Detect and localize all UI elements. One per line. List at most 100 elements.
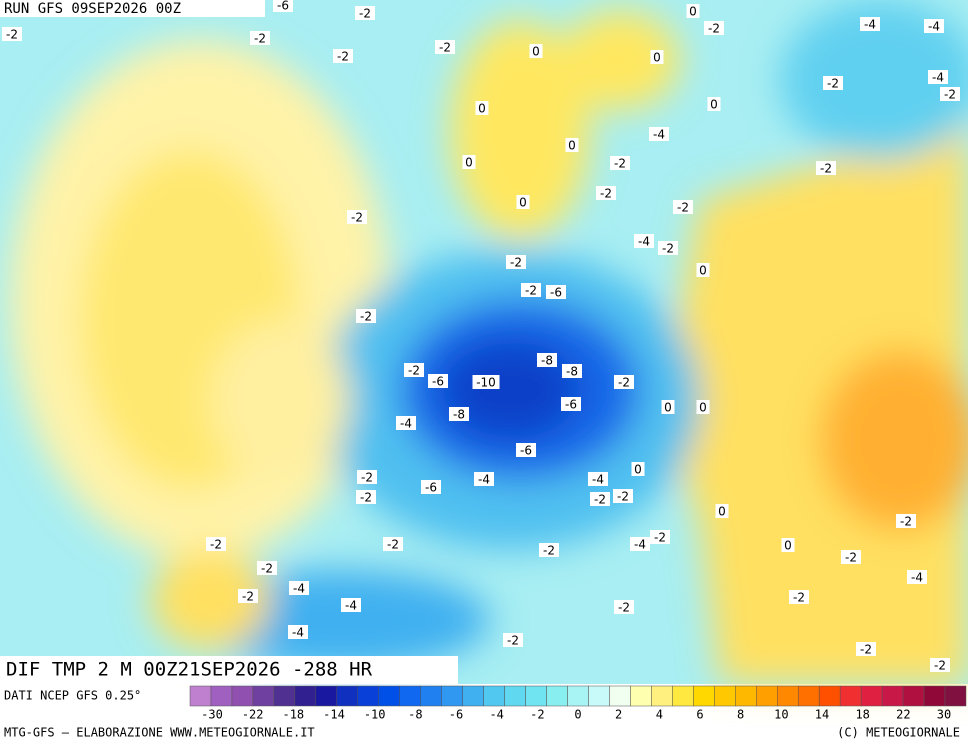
contour-label: -4 — [932, 71, 944, 85]
color-swatch — [672, 685, 694, 707]
contour-label: 0 — [634, 463, 642, 477]
colorbar-tick-label: 30 — [937, 708, 951, 722]
color-swatch — [776, 685, 799, 707]
color-swatch — [483, 685, 505, 707]
colorbar-tick-label: -18 — [282, 708, 304, 722]
color-swatch — [294, 685, 317, 707]
contour-label: -2 — [387, 538, 399, 552]
contour-label-bg — [474, 472, 494, 486]
colorbar-tick-label: 4 — [656, 708, 663, 722]
contour-label: -2 — [677, 201, 689, 215]
contour-label-bg — [661, 400, 675, 414]
contour-label-bg — [907, 570, 927, 584]
colorbar-tick-label: -6 — [449, 708, 463, 722]
contour-label: 0 — [519, 196, 527, 210]
contour-label-bg — [347, 210, 367, 224]
contour-label: -2 — [845, 551, 857, 565]
contour-label-bg — [357, 470, 377, 484]
contour-label-bg — [650, 50, 664, 64]
contour-label: -2 — [617, 490, 629, 504]
contour-label: -2 — [261, 562, 273, 576]
color-swatch — [231, 685, 254, 707]
color-swatch — [881, 685, 904, 707]
color-swatch — [210, 685, 233, 707]
contour-label: -2 — [827, 77, 839, 91]
contour-label: -4 — [292, 626, 304, 640]
contour-label: -2 — [618, 601, 630, 615]
run-title: RUN GFS 09SEP2026 00Z — [4, 1, 181, 17]
contour-label: 0 — [699, 401, 707, 415]
contour-label-bg — [546, 285, 566, 299]
contour-label: 0 — [710, 98, 718, 112]
contour-label: -4 — [653, 128, 665, 142]
color-swatch — [588, 685, 610, 707]
contour-label-bg — [704, 21, 724, 35]
contour-label-bg — [781, 538, 795, 552]
contour-label-bg — [588, 472, 608, 486]
contour-label: -2 — [6, 28, 18, 42]
contour-label: -4 — [928, 20, 940, 34]
contour-label-bg — [610, 156, 630, 170]
contour-label-bg — [896, 514, 916, 528]
contour-label: -6 — [432, 375, 444, 389]
contour-label-bg — [383, 537, 403, 551]
contour-label-bg — [333, 49, 353, 63]
contour-label: -6 — [425, 481, 437, 495]
contour-label: -2 — [543, 544, 555, 558]
contour-label: 0 — [653, 51, 661, 65]
contour-label: 0 — [718, 505, 726, 519]
contour-label: -2 — [860, 643, 872, 657]
contour-label: 0 — [465, 156, 473, 170]
contour-label-bg — [257, 561, 277, 575]
color-swatch — [525, 685, 547, 707]
color-swatch — [860, 685, 883, 707]
color-swatch — [714, 685, 736, 707]
contour-label-bg — [631, 462, 645, 476]
color-swatch — [651, 685, 673, 707]
colorbar-tick-label: -10 — [364, 708, 386, 722]
color-swatch — [189, 685, 212, 707]
color-swatch — [273, 685, 296, 707]
color-swatch — [609, 685, 631, 707]
contour-label-bg — [516, 195, 530, 209]
contour-label: -6 — [520, 444, 532, 458]
contour-label-bg — [462, 155, 476, 169]
contour-label: -4 — [345, 599, 357, 613]
contour-label-bg — [206, 537, 226, 551]
contour-label: -2 — [337, 50, 349, 64]
color-swatch — [567, 685, 589, 707]
contour-label: -6 — [565, 398, 577, 412]
contour-label-bg — [356, 309, 376, 323]
contour-label-bg — [561, 397, 581, 411]
colorbar-tick-label: 22 — [896, 708, 910, 722]
colorbar-tick-label: -14 — [323, 708, 345, 722]
color-swatch — [797, 685, 820, 707]
data-source: DATI NCEP GFS 0.25° — [4, 689, 141, 703]
contour-label-bg — [658, 241, 678, 255]
contour-label-bg — [250, 31, 270, 45]
colorbar-tick-label: -30 — [201, 708, 223, 722]
contour-label-bg — [341, 598, 361, 612]
contour-label: -2 — [594, 493, 606, 507]
contour-label: -2 — [360, 310, 372, 324]
color-swatch — [923, 685, 946, 707]
contour-label: -10 — [476, 376, 496, 390]
contour-label-bg — [356, 490, 376, 504]
contour-label-bg — [789, 590, 809, 604]
contour-label: -2 — [242, 590, 254, 604]
contour-label-bg — [404, 363, 424, 377]
contour-label: -2 — [944, 88, 956, 102]
contour-label: -4 — [864, 18, 876, 32]
contour-label-bg — [435, 40, 455, 54]
contour-label: -8 — [453, 408, 465, 422]
contour-label-bg — [596, 186, 616, 200]
contour-label-bg — [613, 489, 633, 503]
contour-label-bg — [634, 234, 654, 248]
contour-label: -2 — [254, 32, 266, 46]
colorbar-tick-label: -4 — [489, 708, 503, 722]
contour-label: -2 — [408, 364, 420, 378]
contour-label-bg — [396, 416, 416, 430]
contour-label-bg — [649, 127, 669, 141]
contour-label-bg — [537, 353, 557, 367]
